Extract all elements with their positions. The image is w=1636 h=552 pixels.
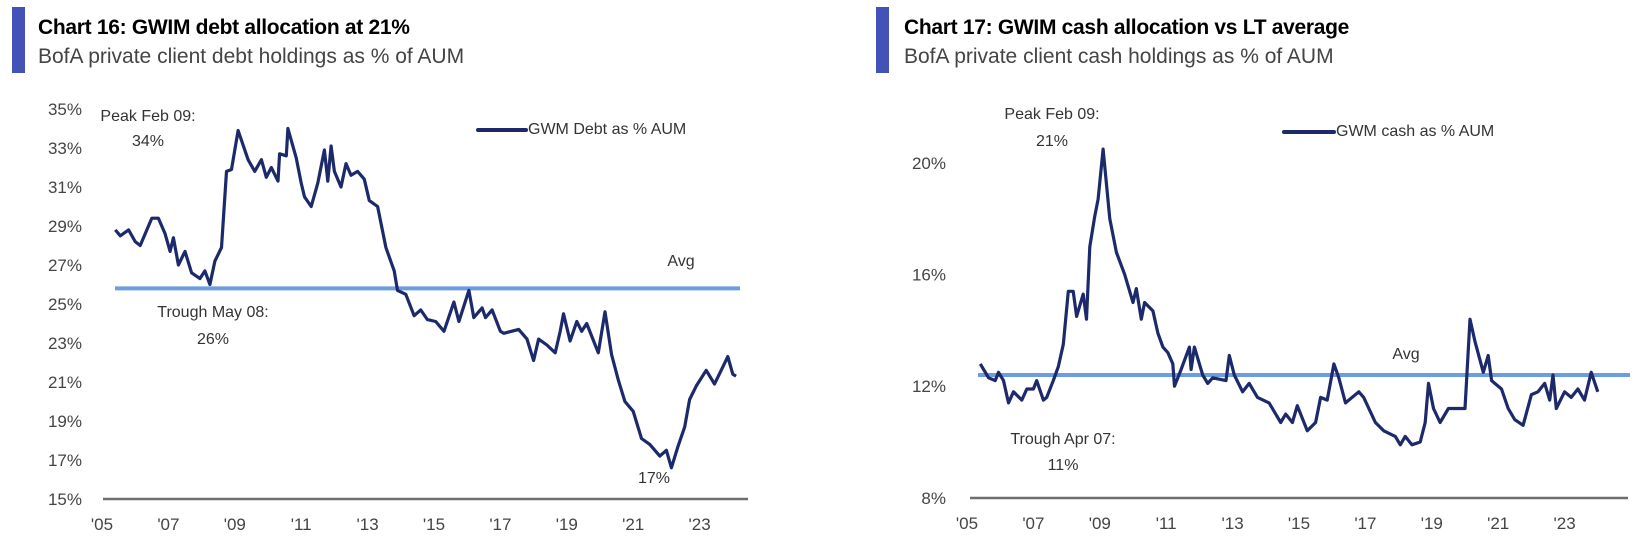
chart17-xtick-label: '11 [1156,514,1177,533]
chart16-xtick-label: '19 [556,515,578,534]
chart17-ytick-label: 12% [912,377,946,396]
chart16-xtick-label: '07 [157,515,179,534]
chart17-series-line [978,147,1600,447]
chart16-peak-label: Peak Feb 09: [100,108,196,125]
chart16-ytick-label: 29% [48,217,82,236]
chart16-ytick-label: 19% [48,412,82,431]
chart16-ytick-label: 35% [48,100,82,119]
chart17-trough-label: Trough Apr 07: [1010,431,1116,448]
chart16-ytick-label: 15% [48,490,82,509]
chart16-peak-value: 34% [131,133,165,150]
chart16-ytick-label: 25% [48,295,82,314]
chart17-ytick-label: 8% [921,489,946,508]
chart17-peak-value: 21% [1035,133,1069,150]
chart16-title: Chart 16: GWIM debt allocation at 21% [38,16,410,39]
chart16-xtick-label: '17 [489,515,511,534]
chart17-trough-value: 11% [1047,457,1079,474]
chart17-xtick-label: '19 [1421,514,1443,533]
chart16-xtick-label: '09 [224,515,246,534]
chart17-ytick-label: 20% [912,154,946,173]
chart16-xtick-label: '13 [357,515,379,534]
chart16-ytick-label: 17% [48,451,82,470]
chart17-xtick-label: '13 [1222,514,1244,533]
chart17-xtick-label: '17 [1354,514,1376,533]
chart17-accent-bar [876,7,889,73]
chart17-xtick-label: '07 [1022,514,1044,533]
chart16-xtick-label: '23 [689,515,711,534]
chart16-ytick-label: 31% [48,178,82,197]
chart17-xtick-label: '15 [1288,514,1310,533]
chart17-legend-label: GWM cash as % AUM [1336,123,1495,140]
chart17-xtick-label: '09 [1089,514,1111,533]
chart16-trough-label: Trough May 08: [157,304,269,321]
chart17-title: Chart 17: GWIM cash allocation vs LT ave… [904,16,1350,39]
chart16-accent-bar [12,7,25,73]
chart17-ytick-label: 16% [912,266,946,285]
chart17-peak-label: Peak Feb 09: [1004,106,1100,123]
chart16-series-line [114,126,737,470]
chart17-xtick-label: '05 [956,514,978,533]
chart16-xtick-label: '05 [91,515,113,534]
chart16-xtick-label: '11 [291,515,312,534]
chart16-subtitle: BofA private client debt holdings as % o… [38,45,465,68]
chart17-subtitle: BofA private client cash holdings as % o… [904,45,1334,68]
chart16-ytick-label: 23% [48,334,82,353]
chart17-xtick-label: '23 [1554,514,1576,533]
chart17-avg-label: Avg [1392,346,1420,363]
chart16-avg-label: Avg [667,253,695,270]
chart16-legend-label: GWM Debt as % AUM [528,121,687,138]
chart16-ytick-label: 21% [48,373,82,392]
chart16-xtick-label: '21 [622,515,644,534]
chart16-low-value: 17% [637,470,671,487]
chart16-ytick-label: 27% [48,256,82,275]
chart16-ytick-label: 33% [48,139,82,158]
chart16-xtick-label: '15 [423,515,445,534]
chart16-trough-value: 26% [196,331,230,348]
chart17-xtick-label: '21 [1487,514,1509,533]
